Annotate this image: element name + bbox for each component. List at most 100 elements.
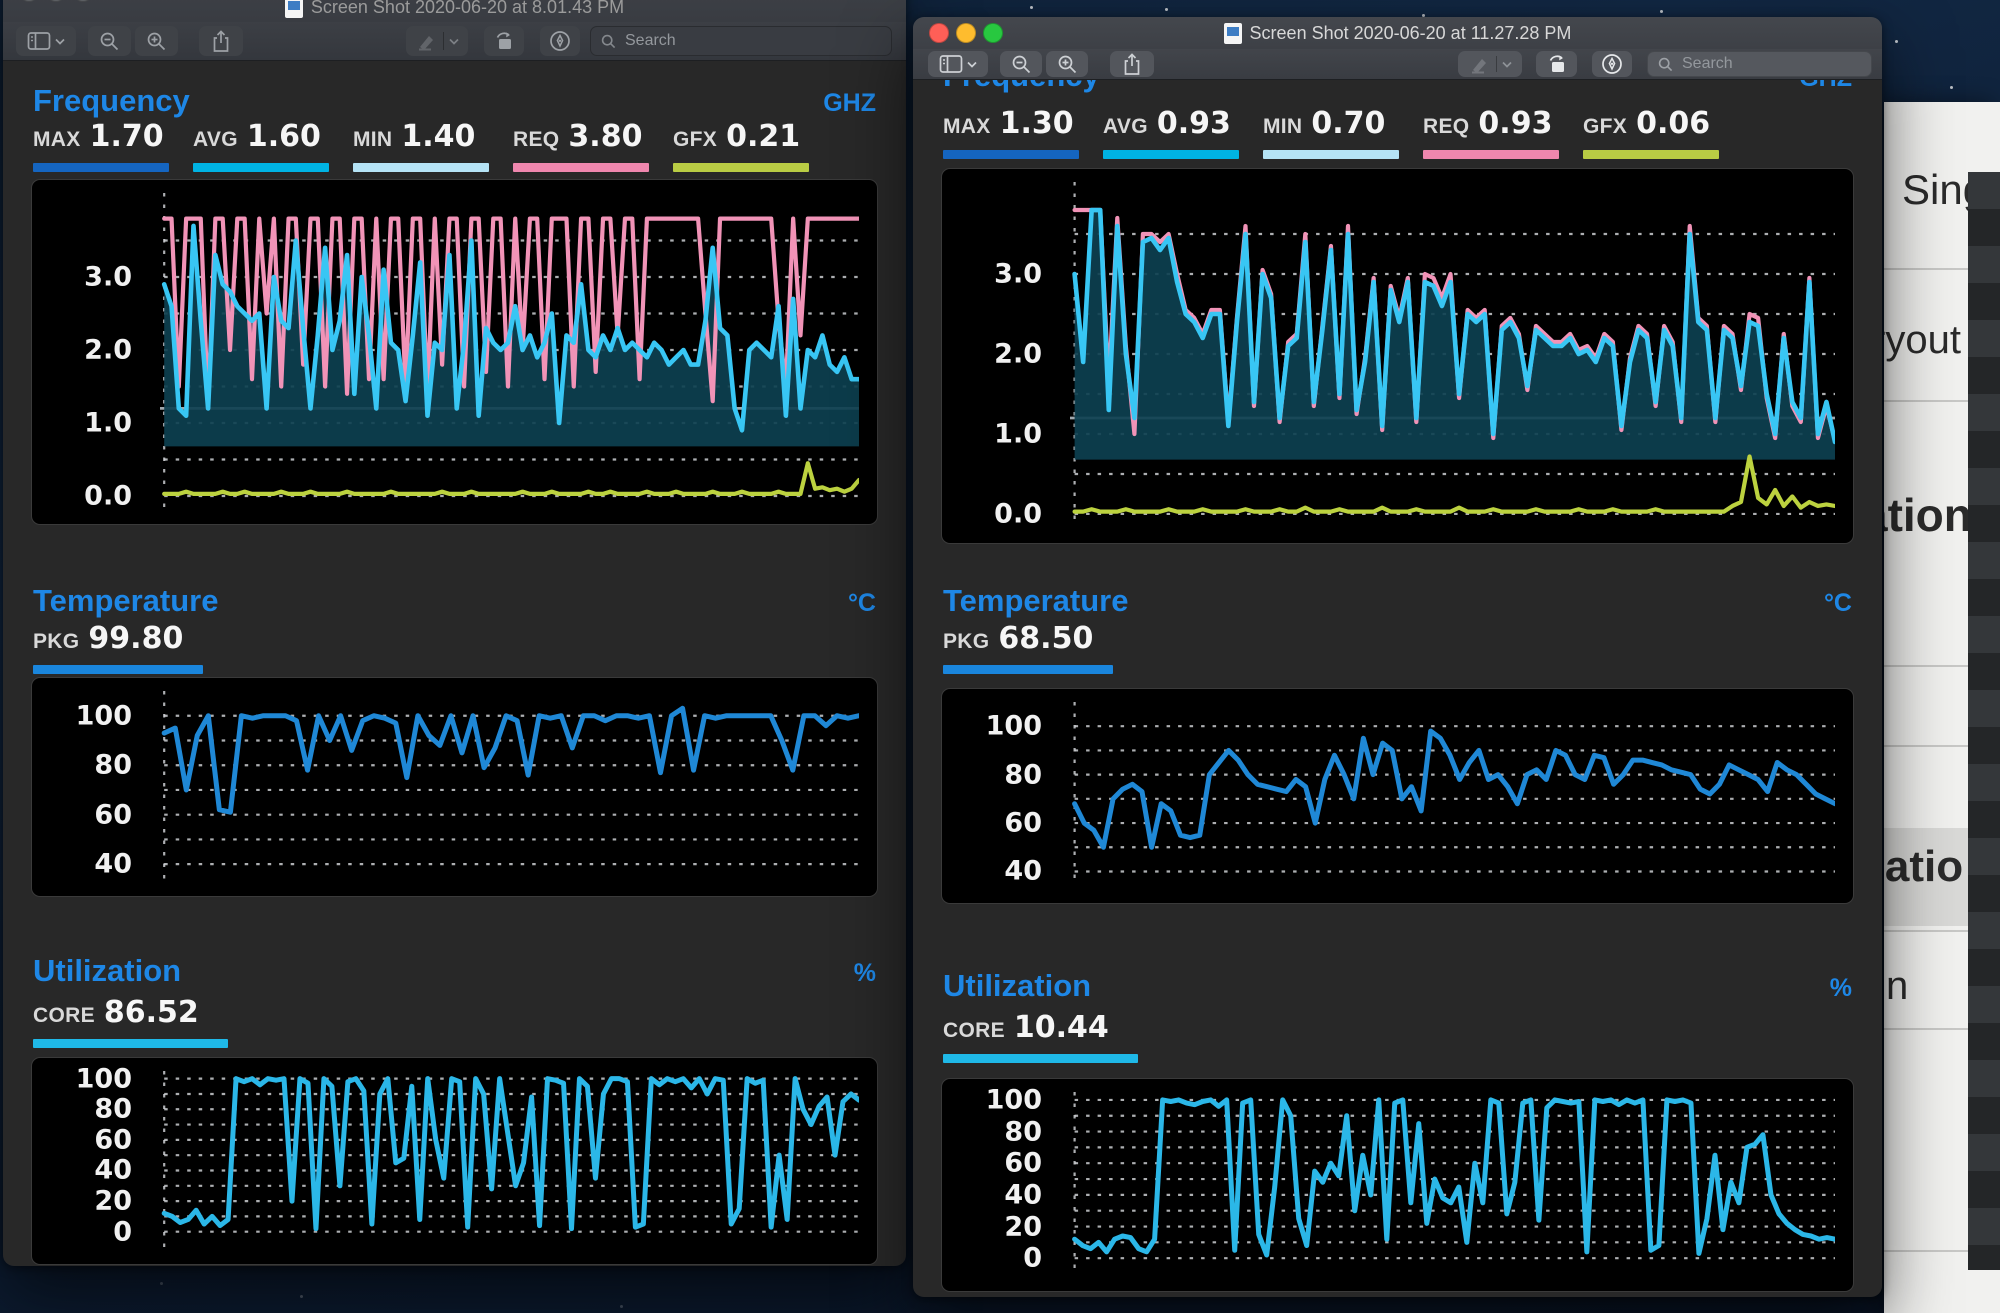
search-input[interactable] <box>623 31 881 51</box>
stat-underline <box>943 150 1079 159</box>
zoom-in-button[interactable] <box>135 26 178 56</box>
search-icon <box>601 34 616 48</box>
preview-window-right: Screen Shot 2020-06-20 at 11.27.28 PM <box>913 17 1882 1297</box>
row-divider <box>1884 268 2000 270</box>
markup-toolbar-button[interactable] <box>1592 51 1632 77</box>
background-list-rows <box>1968 172 2000 1270</box>
search-field[interactable] <box>590 26 892 56</box>
background-text-fragment: ryout <box>1884 318 1961 362</box>
stat-min: MIN 1.40 <box>353 119 513 172</box>
stat-max: MAX 1.30 <box>943 106 1103 159</box>
stat-core: CORE 10.44 <box>943 1010 1138 1063</box>
zoom-button[interactable] <box>983 23 1003 43</box>
row-divider <box>1884 930 2000 932</box>
stat-underline <box>1263 150 1399 159</box>
stat-min: MIN 0.70 <box>1263 106 1423 159</box>
toolbar <box>913 49 1882 80</box>
utilization-chart-left: 100 80 60 40 20 0 <box>31 1057 878 1265</box>
frequency-chart-left: 3.0 2.0 1.0 0.0 <box>31 179 878 525</box>
background-text-fragment: n <box>1886 964 1909 1008</box>
preview-window-left: Screen Shot 2020-06-20 at 8.01.43 PM <box>3 0 906 1266</box>
stat-avg: AVG 1.60 <box>193 119 353 172</box>
share-icon <box>1124 52 1140 75</box>
stat-underline <box>513 163 649 172</box>
document-icon <box>1223 22 1242 44</box>
row-divider <box>1884 665 2000 667</box>
stat-underline <box>673 163 809 172</box>
stat-core: CORE 86.52 <box>33 995 228 1048</box>
titlebar[interactable]: Screen Shot 2020-06-20 at 8.01.43 PM <box>3 0 906 22</box>
utilization-stats: CORE 10.44 <box>943 1010 1852 1063</box>
zoom-in-button[interactable] <box>1046 51 1088 77</box>
section-title-temperature: Temperature <box>33 583 219 618</box>
section-unit-ghz: GHZ <box>1799 80 1852 93</box>
window-title-row: Screen Shot 2020-06-20 at 8.01.43 PM <box>3 0 906 28</box>
rotate-button[interactable] <box>484 26 524 56</box>
stat-underline <box>33 163 169 172</box>
sidebar-toggle-button[interactable] <box>928 51 988 77</box>
temperature-chart-left: 100 80 60 40 <box>31 677 878 897</box>
highlight-pen-icon <box>418 36 433 51</box>
chevron-down-icon <box>55 38 65 45</box>
section-title-frequency: Frequency <box>943 80 1100 94</box>
stat-underline <box>33 665 203 674</box>
row-divider <box>1884 745 2000 747</box>
row-divider <box>1884 1250 2000 1252</box>
stat-pkg: PKG 68.50 <box>943 621 1113 674</box>
zoom-out-button[interactable] <box>1000 51 1042 77</box>
frequency-stats: MAX 1.70 AVG 1.60 MIN 1.40 REQ 3.80 GFX 0.21 <box>33 119 876 172</box>
utilization-stats: CORE 86.52 <box>33 995 876 1048</box>
share-button[interactable] <box>1110 51 1154 77</box>
sidebar-icon <box>939 55 963 73</box>
chevron-down-icon <box>967 61 977 68</box>
search-input[interactable] <box>1680 54 1861 74</box>
zoom-in-icon <box>1058 55 1076 73</box>
stat-underline <box>193 163 329 172</box>
share-button[interactable] <box>199 26 243 56</box>
document-icon <box>284 0 303 18</box>
row-divider <box>1884 400 2000 402</box>
section-title-utilization: Utilization <box>943 968 1092 1003</box>
window-title: Screen Shot 2020-06-20 at 8.01.43 PM <box>310 0 625 17</box>
close-button[interactable] <box>929 23 949 43</box>
stat-gfx: GFX 0.21 <box>673 119 833 172</box>
markup-pen-button[interactable] <box>406 26 468 56</box>
rotate-left-icon <box>1549 55 1564 72</box>
section-unit-percent: % <box>853 959 876 987</box>
zoom-out-button[interactable] <box>88 26 131 56</box>
section-title-utilization: Utilization <box>33 953 182 988</box>
utilization-chart-right: 100 80 60 40 20 0 <box>941 1078 1854 1292</box>
power-gadget-panel-left: Frequency GHZ MAX 1.70 AVG 1.60 MIN 1.40 RE… <box>3 61 906 1266</box>
section-title-temperature: Temperature <box>943 583 1129 618</box>
stat-max: MAX 1.70 <box>33 119 193 172</box>
sidebar-toggle-button[interactable] <box>16 26 76 56</box>
section-unit-celsius: °C <box>847 589 876 617</box>
stat-avg: AVG 0.93 <box>1103 106 1263 159</box>
stat-req: REQ 3.80 <box>513 119 673 172</box>
stat-underline <box>1423 150 1559 159</box>
titlebar[interactable]: Screen Shot 2020-06-20 at 11.27.28 PM <box>913 17 1882 49</box>
markup-toolbar-button[interactable] <box>540 26 580 56</box>
zoom-out-icon <box>100 32 119 50</box>
frequency-stats: MAX 1.30 AVG 0.93 MIN 0.70 REQ 0.93 GFX 0.06 <box>943 106 1852 159</box>
temperature-stats: PKG 99.80 <box>33 621 876 674</box>
chevron-down-icon <box>448 38 459 45</box>
search-field[interactable] <box>1647 51 1872 77</box>
zoom-out-icon <box>1012 55 1030 73</box>
section-title-frequency: Frequency <box>33 83 190 118</box>
markup-pen-button[interactable] <box>1458 51 1522 77</box>
minimize-button[interactable] <box>956 23 976 43</box>
stat-req: REQ 0.93 <box>1423 106 1583 159</box>
stat-underline <box>943 665 1113 674</box>
rotate-button[interactable] <box>1536 51 1577 77</box>
zoom-in-icon <box>147 32 166 50</box>
temperature-stats: PKG 68.50 <box>943 621 1852 674</box>
markup-icon <box>550 31 570 51</box>
stat-gfx: GFX 0.06 <box>1583 106 1743 159</box>
temperature-chart-right: 100 80 60 40 <box>941 688 1854 904</box>
stat-pkg: PKG 99.80 <box>33 621 203 674</box>
preview-content: Frequency GHZ MAX 1.70 AVG 1.60 MIN 1.40 RE… <box>3 61 906 1266</box>
